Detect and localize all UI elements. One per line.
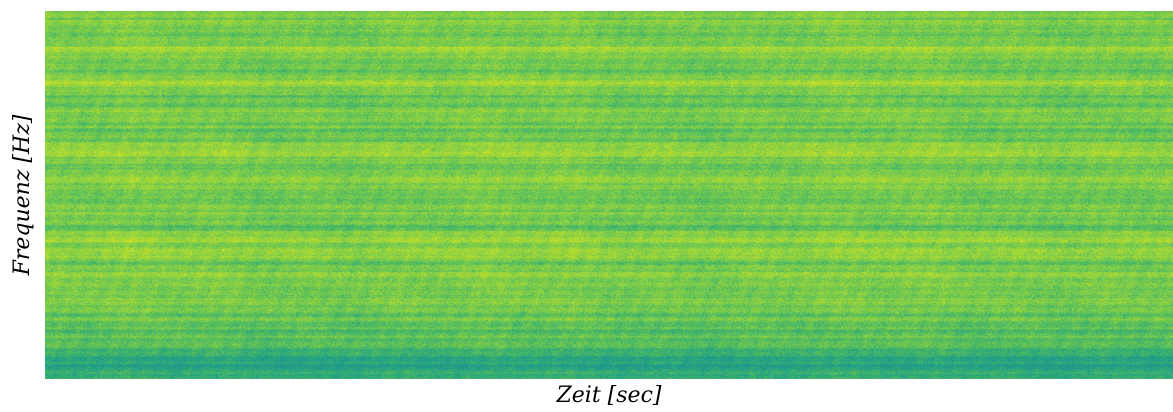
spectrogram-plot-area	[45, 11, 1173, 379]
y-axis-label: Frequenz [Hz]	[10, 114, 35, 276]
spectrogram-heatmap	[45, 11, 1173, 379]
x-axis-label: Zeit [sec]	[556, 383, 662, 408]
